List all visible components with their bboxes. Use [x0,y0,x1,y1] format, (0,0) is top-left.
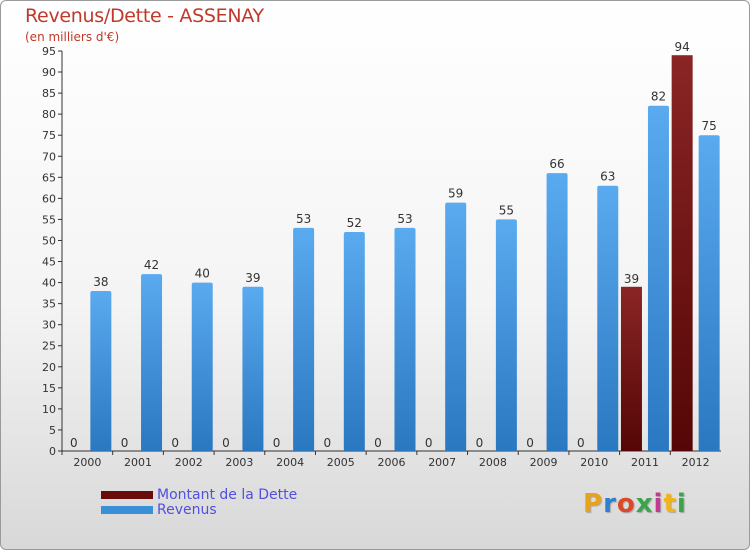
logo-letter: x [635,489,654,519]
data-label-revenue: 55 [499,203,514,217]
x-tick-label: 2001 [124,456,152,469]
x-tick-label: 2003 [225,456,253,469]
x-tick-label: 2010 [580,456,608,469]
x-tick-label: 2011 [631,456,659,469]
bar-debt [620,286,642,451]
data-label-revenue: 40 [195,267,210,281]
data-label-debt: 0 [374,436,382,450]
y-tick-label: 20 [42,361,56,374]
data-label-revenue: 39 [245,271,260,285]
legend-label-revenue: Revenus [157,501,217,518]
bar-revenue [546,173,568,451]
y-tick-label: 15 [42,382,56,395]
data-label-revenue: 82 [651,90,666,104]
data-label-revenue: 66 [549,157,564,171]
y-tick-label: 90 [42,66,56,79]
data-label-debt: 0 [70,436,78,450]
y-tick-label: 55 [42,213,56,226]
y-tick-label: 75 [42,129,56,142]
y-tick-label: 0 [49,445,56,458]
bar-revenue [647,105,669,451]
legend-swatch-debt [101,490,153,499]
legend-label-debt: Montant de la Dette [157,486,298,503]
logo-letter: P [583,489,604,519]
logo-letter: i [653,489,664,519]
bar-revenue [141,274,163,451]
bar-revenue [293,227,315,451]
x-tick-label: 2002 [175,456,203,469]
bar-revenue [394,227,416,451]
data-label-revenue: 38 [93,275,108,289]
y-tick-label: 10 [42,403,56,416]
logo-letter: t [663,489,677,519]
data-label-debt: 39 [624,272,639,286]
y-tick-label: 25 [42,340,56,353]
y-tick-label: 80 [42,108,56,121]
data-label-revenue: 53 [397,212,412,226]
data-label-revenue: 75 [702,119,717,133]
y-tick-label: 50 [42,234,56,247]
x-tick-label: 2004 [276,456,304,469]
x-tick-label: 2000 [73,456,101,469]
data-label-debt: 0 [222,436,230,450]
logo-letter: i [676,489,687,519]
chart-title: Revenus/Dette - ASSENAY [25,5,264,27]
x-tick-label: 2007 [428,456,456,469]
data-label-debt: 0 [323,436,331,450]
x-tick-label: 2012 [682,456,710,469]
data-label-debt: 0 [476,436,484,450]
y-tick-label: 85 [42,87,56,100]
data-label-debt: 0 [425,436,433,450]
legend-item-revenue: Revenus [101,501,297,518]
bar-revenue [597,185,619,451]
bar-revenue [90,291,112,451]
x-tick-label: 2006 [378,456,406,469]
x-tick-label: 2008 [479,456,507,469]
data-label-revenue: 42 [144,258,159,272]
y-tick-label: 60 [42,192,56,205]
chart-legend: Montant de la Dette Revenus [101,486,298,518]
y-tick-label: 35 [42,298,56,311]
data-label-debt: 0 [526,436,534,450]
bar-revenue [445,202,467,451]
data-label-debt: 0 [577,436,585,450]
data-label-revenue: 59 [448,187,463,201]
x-tick-label: 2009 [530,456,558,469]
data-label-revenue: 52 [347,216,362,230]
proxiti-logo: Proxiti [583,489,687,519]
bar-revenue [343,232,365,451]
y-tick-label: 5 [49,424,56,437]
data-label-debt: 94 [675,40,690,54]
logo-letter: r [603,489,617,519]
y-tick-label: 40 [42,277,56,290]
legend-item-debt: Montant de la Dette [101,486,298,503]
chart-subtitle: (en milliers d'€) [25,30,120,44]
logo-letter: o [616,489,636,519]
data-label-revenue: 63 [600,170,615,184]
data-label-revenue: 53 [296,212,311,226]
data-label-debt: 0 [273,436,281,450]
data-label-debt: 0 [121,436,129,450]
y-tick-label: 70 [42,150,56,163]
bar-revenue [191,282,213,451]
bar-revenue [698,135,720,452]
bar-debt [671,55,693,452]
data-label-debt: 0 [171,436,179,450]
y-tick-label: 95 [42,45,56,58]
y-tick-label: 30 [42,319,56,332]
bar-revenue [242,286,264,451]
y-tick-label: 45 [42,256,56,269]
bar-revenue [495,219,517,451]
legend-swatch-revenue [101,505,153,514]
x-tick-label: 2005 [327,456,355,469]
y-tick-label: 65 [42,171,56,184]
